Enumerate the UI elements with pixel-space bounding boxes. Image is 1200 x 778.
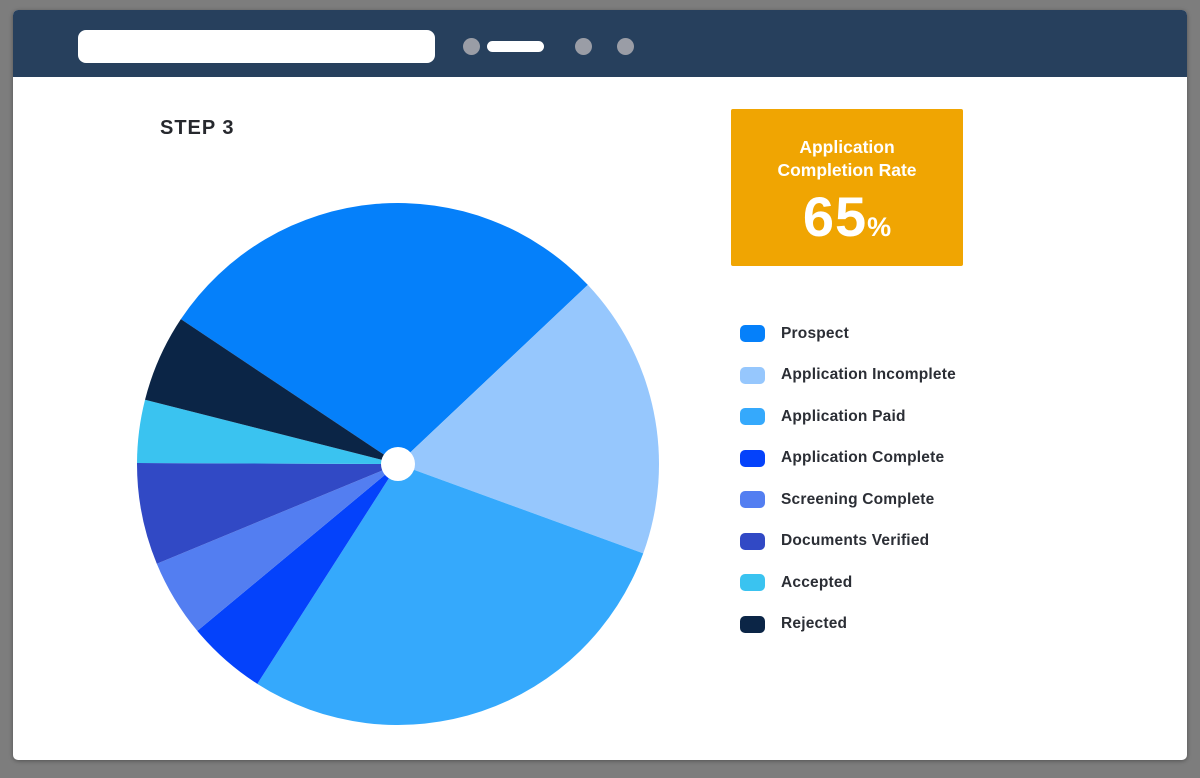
legend-item-accepted: Accepted	[740, 574, 956, 591]
legend-label: Application Paid	[781, 407, 906, 425]
browser-window: STEP 3 Application Completion Rate 65% P…	[13, 10, 1187, 760]
browser-toolbar	[13, 10, 1187, 77]
completion-rate-number: 65	[802, 185, 868, 248]
legend-swatch-icon	[740, 325, 765, 342]
completion-rate-card: Application Completion Rate 65%	[731, 109, 963, 266]
pie-chart	[137, 203, 659, 725]
pie-chart-svg	[137, 203, 659, 725]
legend-label: Screening Complete	[781, 490, 935, 508]
completion-rate-title: Application Completion Rate	[731, 136, 963, 182]
legend-item-rejected: Rejected	[740, 615, 956, 633]
pie-slice-prospect	[180, 203, 588, 464]
pie-center-hole	[381, 447, 415, 481]
completion-rate-value: 65%	[731, 188, 963, 261]
legend-item-application-complete: Application Complete	[740, 449, 956, 467]
legend-item-application-incomplete: Application Incomplete	[740, 366, 956, 384]
legend-swatch-icon	[740, 366, 765, 384]
legend-label: Prospect	[781, 324, 849, 342]
pie-slice-rejected	[145, 319, 398, 464]
address-bar-input[interactable]	[78, 30, 435, 63]
pie-slice-application-complete	[197, 464, 398, 684]
legend-label: Application Incomplete	[781, 366, 956, 383]
pie-slice-documents-verified	[137, 462, 398, 564]
page-title: STEP 3	[160, 117, 235, 139]
completion-rate-title-line1: Application	[799, 137, 895, 157]
toolbar-pill-indicator	[487, 41, 544, 52]
legend-swatch-icon	[740, 574, 765, 591]
pie-slice-accepted	[137, 399, 398, 464]
toolbar-button-3[interactable]	[617, 38, 634, 55]
toolbar-button-2[interactable]	[575, 38, 592, 55]
legend-swatch-icon	[740, 532, 765, 550]
legend-item-documents-verified: Documents Verified	[740, 532, 956, 550]
legend-label: Rejected	[781, 615, 848, 632]
legend-label: Documents Verified	[781, 532, 930, 549]
legend-item-application-paid: Application Paid	[740, 408, 956, 425]
completion-rate-title-line2: Completion Rate	[777, 160, 917, 180]
legend-swatch-icon	[740, 615, 765, 633]
chart-legend: Prospect Application Incomplete Applicatio…	[740, 325, 956, 633]
legend-swatch-icon	[740, 491, 765, 508]
legend-item-prospect: Prospect	[740, 325, 956, 342]
percent-sign: %	[867, 212, 892, 242]
pie-slice-application-paid	[257, 464, 644, 725]
legend-label: Accepted	[781, 573, 853, 591]
pie-slice-application-incomplete	[398, 284, 659, 554]
legend-label: Application Complete	[781, 449, 945, 466]
pie-slice-screening-complete	[156, 464, 398, 631]
legend-item-screening-complete: Screening Complete	[740, 491, 956, 508]
legend-swatch-icon	[740, 408, 765, 425]
legend-swatch-icon	[740, 449, 765, 467]
toolbar-button-1[interactable]	[463, 38, 480, 55]
